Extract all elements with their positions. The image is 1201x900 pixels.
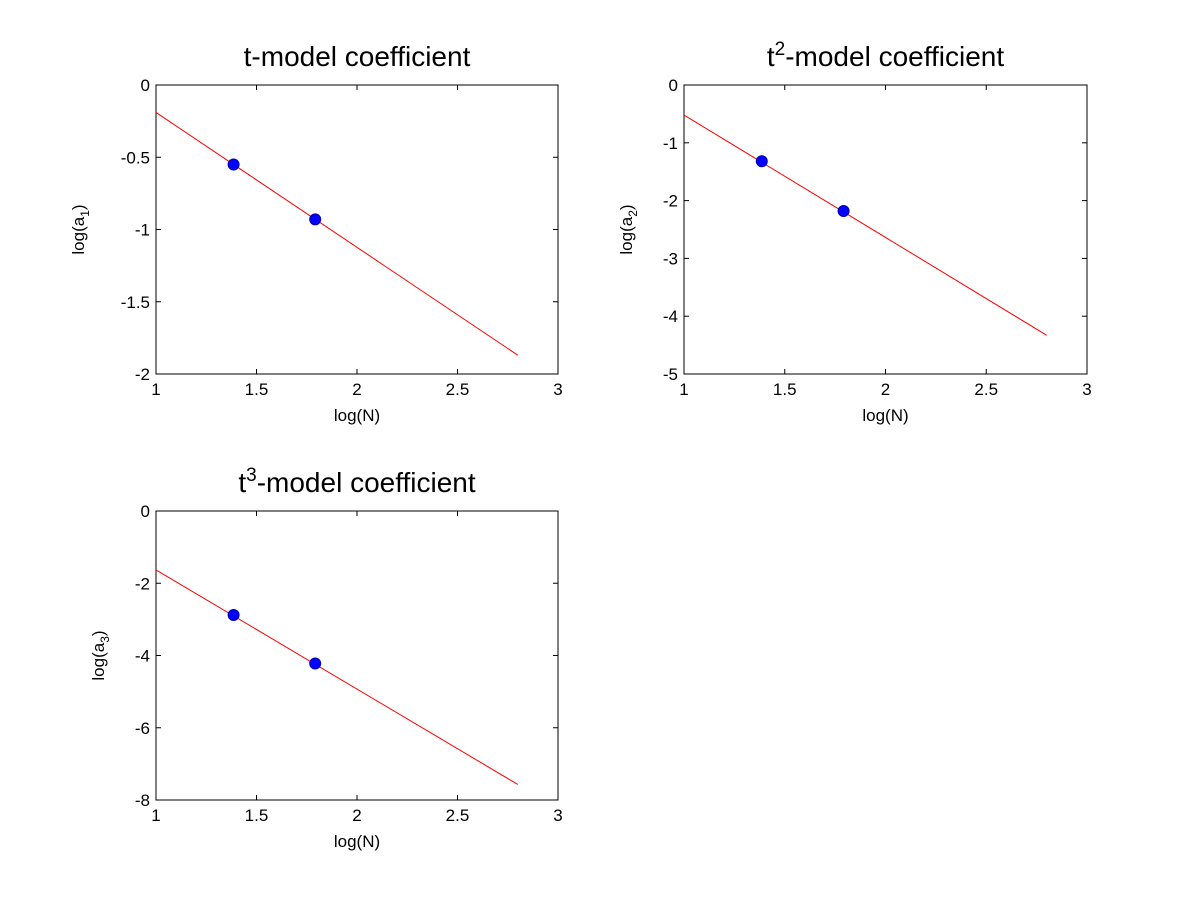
fit-line — [155, 112, 519, 356]
x-tick-label: 1.5 — [245, 806, 269, 825]
chart-title-superscript: 3 — [246, 465, 257, 486]
chart-title: t3-model coefficient — [238, 465, 476, 498]
y-tick-label: -8 — [135, 791, 150, 810]
chart-title-superscript: 2 — [775, 39, 786, 60]
x-tick-label: 3 — [553, 806, 562, 825]
y-axis-label: log(a3) — [89, 630, 112, 680]
y-axis-label-end: ) — [69, 204, 88, 210]
y-tick-label: 0 — [669, 76, 678, 95]
x-tick-label: 1 — [679, 380, 688, 399]
data-point-1 — [227, 609, 240, 622]
x-tick-label: 3 — [553, 380, 562, 399]
y-tick-label: -3 — [663, 249, 678, 268]
x-tick-label: 2.5 — [446, 380, 470, 399]
y-tick-label: -4 — [135, 647, 150, 666]
y-axis-label-end: ) — [89, 630, 108, 636]
data-point-2 — [309, 657, 322, 670]
fit-line — [155, 569, 519, 785]
y-axis-label-end: ) — [617, 204, 636, 210]
x-axis-label: log(N) — [334, 832, 380, 851]
y-tick-label: -1.5 — [121, 293, 150, 312]
y-axis-label-base: log(a — [89, 642, 108, 680]
x-axis-label: log(N) — [334, 406, 380, 425]
y-tick-label: -2 — [135, 365, 150, 384]
chart-title: t2-model coefficient — [767, 39, 1005, 72]
x-tick-label: 2 — [881, 380, 890, 399]
chart-title-base: t — [238, 467, 246, 498]
x-axis-label: log(N) — [862, 406, 908, 425]
y-tick-label: -1 — [663, 134, 678, 153]
y-tick-label: -6 — [135, 719, 150, 738]
y-tick-label: -0.5 — [121, 148, 150, 167]
y-tick-label: -4 — [663, 307, 678, 326]
x-tick-label: 2.5 — [446, 806, 470, 825]
y-tick-label: 0 — [141, 76, 150, 95]
y-axis-label-base: log(a — [69, 216, 88, 254]
x-tick-label: 1 — [151, 380, 160, 399]
chart-title-rest: -model coefficient — [257, 467, 476, 498]
y-tick-label: -5 — [663, 365, 678, 384]
chart-title-rest: -model coefficient — [785, 41, 1004, 72]
chart-panel-3: 1 1.5 2 2.5 30-2-4-6-8t3-model coefficientlo… — [89, 465, 563, 851]
chart-panel-2: 1 1.5 2 2.5 30-1-2-3-4-5t2-model coefficient… — [617, 39, 1092, 425]
y-axis-label-subscript: 3 — [98, 636, 112, 643]
fit-line — [683, 114, 1047, 336]
y-tick-label: -2 — [663, 192, 678, 211]
x-tick-label: 1.5 — [773, 380, 797, 399]
x-tick-label: 1.5 — [245, 380, 269, 399]
y-axis-label: log(a1) — [69, 204, 92, 254]
y-tick-label: 0 — [141, 502, 150, 521]
y-axis-label-subscript: 1 — [78, 210, 92, 217]
axes-frame — [155, 510, 559, 801]
y-axis-label-base: log(a — [617, 216, 636, 254]
axes-frame — [683, 84, 1088, 375]
y-axis-label: log(a2) — [617, 204, 640, 254]
y-tick-label: -2 — [135, 574, 150, 593]
y-tick-label: -1 — [135, 221, 150, 240]
axes-frame — [155, 84, 559, 375]
chart-title-rest: -model coefficient — [251, 41, 470, 72]
data-point-1 — [755, 155, 768, 168]
x-tick-label: 1 — [151, 806, 160, 825]
chart-panel-1: 1 1.5 2 2.5 3 0 -0.5 -1 -1.5 -2 t-model coefficien… — [69, 41, 563, 425]
data-point-2 — [837, 205, 850, 218]
y-axis-label-subscript: 2 — [626, 210, 640, 217]
x-tick-label: 2 — [352, 806, 361, 825]
data-point-2 — [309, 213, 322, 226]
x-tick-label: 2 — [352, 380, 361, 399]
x-tick-label: 2.5 — [974, 380, 998, 399]
data-point-1 — [227, 158, 240, 171]
chart-title-base: t — [244, 41, 252, 72]
chart-title: t-model coefficient — [244, 41, 471, 72]
x-tick-label: 3 — [1082, 380, 1091, 399]
chart-title-base: t — [767, 41, 775, 72]
